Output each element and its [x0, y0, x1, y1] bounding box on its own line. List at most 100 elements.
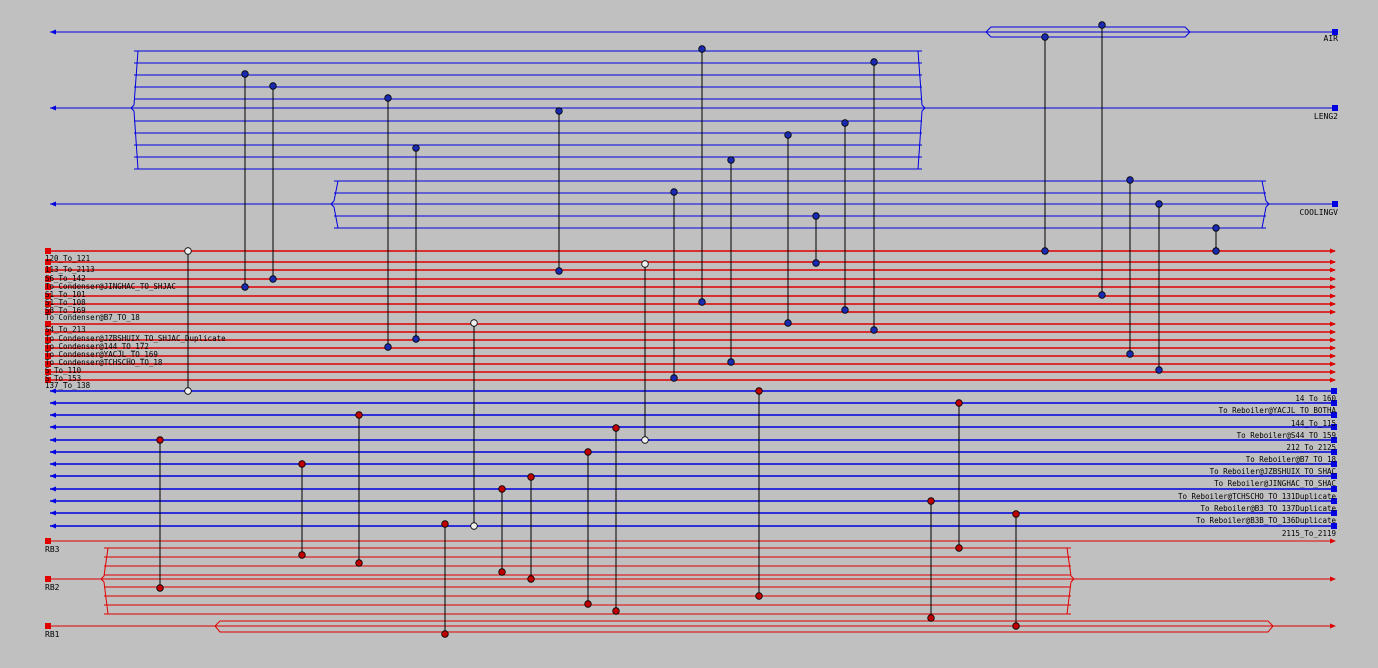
cold-stream-label[interactable]: 14_To_160 [1295, 394, 1336, 403]
exchanger-node [241, 283, 249, 291]
arrowhead-icon [50, 498, 56, 504]
exchanger-node [955, 544, 963, 552]
arrowhead-icon [1330, 538, 1336, 544]
cold-stream-label[interactable]: 144_To_115 [1290, 419, 1336, 428]
exchanger-node [1126, 176, 1134, 184]
hot-stream-label[interactable]: S8_To_169 [45, 306, 86, 315]
stream-end-marker [45, 329, 51, 335]
exchanger-node [755, 592, 763, 600]
exchanger-node [870, 326, 878, 334]
stream-end-marker [1331, 449, 1337, 455]
exchanger-node [184, 247, 192, 255]
utility-label-rb1[interactable]: RB1 [45, 630, 60, 639]
exchanger-node [441, 520, 449, 528]
cold-stream-label[interactable]: To Reboiler@JZBSHUIX_TO_SHAC [1209, 467, 1336, 476]
hot-stream-label[interactable]: 137_To_138 [45, 381, 91, 390]
arrowhead-icon [50, 449, 56, 455]
arrowhead-icon [1330, 369, 1336, 375]
hot-stream-label[interactable]: To Condenser@B7_TO_18 [45, 313, 140, 322]
arrowhead-icon [50, 510, 56, 516]
exchanger-node [612, 424, 620, 432]
utility-label-rb3[interactable]: RB3 [45, 545, 60, 554]
arrowhead-icon [1330, 276, 1336, 282]
arrowhead-icon [1330, 345, 1336, 351]
exchanger-node [784, 319, 792, 327]
hot-stream-label[interactable]: To Condenser@YACJL_TO_169 [45, 350, 158, 359]
arrowhead-icon [50, 388, 56, 394]
utility-label-air[interactable]: AIR [1323, 34, 1338, 43]
exchanger-node [670, 188, 678, 196]
stream-end-marker [45, 353, 51, 359]
stream-end-marker [1331, 461, 1337, 467]
exchanger-node [527, 473, 535, 481]
rb1-split-branch [214, 620, 1274, 633]
leng2-branch-bracket [130, 50, 926, 170]
arrowhead-icon [1330, 321, 1336, 327]
stream-end-marker [1331, 510, 1337, 516]
cold-stream-label[interactable]: To Reboiler@S44_TO_159 [1236, 431, 1336, 440]
hot-stream-label[interactable]: S4_To_213 [45, 325, 86, 334]
exchanger-node [298, 551, 306, 559]
hot-stream-label[interactable]: 120_To_121 [45, 254, 91, 263]
utility-label-rb2[interactable]: RB2 [45, 583, 60, 592]
cold-stream-label[interactable]: To Reboiler@JINGHAC_TO_SHAC [1214, 479, 1336, 488]
hot-stream-label[interactable]: 113_To_2113 [45, 265, 95, 274]
stream-end-marker [45, 259, 51, 265]
exchanger-node [1126, 350, 1134, 358]
exchanger-node [841, 119, 849, 127]
exchanger-node [755, 387, 763, 395]
arrowhead-icon [1330, 329, 1336, 335]
stream-end-marker [1331, 473, 1337, 479]
exchanger-node [156, 436, 164, 444]
cold-stream-label[interactable]: To Reboiler@B7_TO_18 [1245, 455, 1336, 464]
hot-stream-label[interactable]: S_To_153 [45, 374, 82, 383]
arrowhead-icon [1330, 309, 1336, 315]
air-split-branch [985, 26, 1191, 38]
hot-stream-label[interactable]: S1_To_108 [45, 298, 86, 307]
stream-end-marker [1332, 201, 1338, 207]
stream-end-marker [1331, 412, 1337, 418]
stream-end-marker [1331, 400, 1337, 406]
exchanger-node [1098, 21, 1106, 29]
exchanger-node [241, 70, 249, 78]
arrowhead-icon [1330, 377, 1336, 383]
exchanger-node [498, 485, 506, 493]
exchanger-node [555, 267, 563, 275]
cold-stream-label[interactable]: To Reboiler@B3_TO_137Duplicate [1200, 504, 1336, 513]
exchanger-node [727, 358, 735, 366]
utility-label-leng2[interactable]: LENG2 [1313, 112, 1338, 121]
arrowhead-icon [50, 461, 56, 467]
hot-stream-label[interactable]: S6_To_142 [45, 274, 86, 283]
stream-end-marker [1332, 29, 1338, 35]
hot-stream-label[interactable]: To Condenser@TCHSCHO_TO_18 [45, 358, 163, 367]
arrowhead-icon [50, 201, 56, 207]
hot-stream-label[interactable]: S1_To_101 [45, 290, 86, 299]
cold-stream-label[interactable]: 212_To_2125 [1286, 443, 1336, 452]
exchanger-node [927, 497, 935, 505]
hot-stream-label[interactable]: To Condenser@JZBSHUIX_TO_SHJAC_Duplicate [45, 334, 226, 343]
exchanger-node [184, 387, 192, 395]
arrowhead-icon [1330, 337, 1336, 343]
cold-stream-label[interactable]: 2115_To_2119 [1281, 529, 1336, 538]
cold-stream-label[interactable]: To Reboiler@B3B_TO_136Duplicate [1196, 516, 1336, 525]
hot-stream-label[interactable]: To Condenser@JINGHAC_TO_SHJAC [45, 282, 176, 291]
utility-label-coolingv[interactable]: COOLINGV [1299, 208, 1338, 217]
exchanger-node [1098, 291, 1106, 299]
exchanger-node [641, 260, 649, 268]
hot-stream-label[interactable]: To Condenser@144_TO_172 [45, 342, 149, 351]
exchanger-node [1155, 200, 1163, 208]
exchanger-node [384, 94, 392, 102]
arrowhead-icon [50, 412, 56, 418]
hot-stream-label[interactable]: S_To_110 [45, 366, 82, 375]
stream-end-marker [1331, 388, 1337, 394]
exchanger-node [412, 144, 420, 152]
exchanger-node [527, 575, 535, 583]
exchanger-node [269, 82, 277, 90]
arrowhead-icon [1330, 259, 1336, 265]
stream-end-marker [45, 267, 51, 273]
exchanger-node [470, 319, 478, 327]
arrowhead-icon [1330, 623, 1336, 629]
cold-stream-label[interactable]: To Reboiler@TCHSCHO_TO_131Duplicate [1177, 492, 1336, 501]
exchanger-node [870, 58, 878, 66]
cold-stream-label[interactable]: To Reboiler@YACJL_TO_BOTHA [1218, 406, 1336, 415]
